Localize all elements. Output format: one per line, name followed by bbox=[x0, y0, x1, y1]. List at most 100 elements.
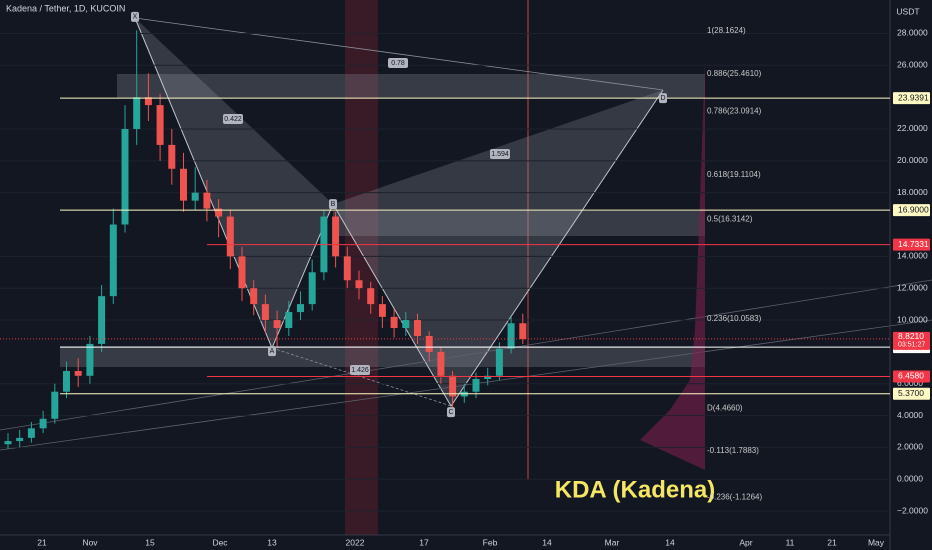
candle-body bbox=[215, 208, 223, 217]
candle-body bbox=[226, 216, 234, 257]
ratio-label: 0.78 bbox=[391, 60, 405, 67]
x-tick-label: Mar bbox=[605, 537, 620, 547]
x-tick-label: 11 bbox=[786, 537, 795, 547]
candle-body bbox=[156, 105, 164, 145]
candle-body bbox=[343, 256, 351, 281]
candle-body bbox=[273, 320, 281, 329]
candle-body bbox=[519, 323, 527, 340]
zone bbox=[333, 211, 705, 236]
volume-profile bbox=[640, 60, 705, 470]
price-tag bbox=[893, 204, 930, 217]
fib-label: -0.236(-1.1264) bbox=[707, 492, 762, 501]
price-tag bbox=[893, 370, 930, 383]
pattern-point-label: X bbox=[133, 14, 138, 21]
ratio-box bbox=[350, 365, 370, 375]
currency-label: USDT bbox=[896, 6, 919, 16]
ratio-box bbox=[490, 149, 510, 159]
candle-body bbox=[27, 428, 35, 438]
fib-label: D(4.4660) bbox=[707, 403, 743, 412]
fib-label: 0.5(16.3142) bbox=[707, 215, 753, 224]
candle-body bbox=[63, 370, 70, 392]
candle-body bbox=[238, 256, 246, 289]
fib-label: 0.236(10.0583) bbox=[707, 314, 762, 323]
ratio-label: 0.422 bbox=[224, 116, 242, 123]
pattern-point-box bbox=[659, 93, 667, 104]
price-tag bbox=[893, 92, 930, 105]
pattern-line bbox=[271, 347, 452, 407]
ratio-label: 1.594 bbox=[491, 151, 509, 158]
price-tag bbox=[893, 387, 930, 400]
candle-body bbox=[472, 378, 480, 392]
zone bbox=[117, 74, 705, 98]
x-tick-label: Nov bbox=[82, 537, 98, 547]
x-tick-label: 2022 bbox=[346, 537, 365, 547]
candle-body bbox=[203, 192, 211, 209]
fib-label: 0.618(19.1104) bbox=[707, 170, 761, 179]
pattern-point-box bbox=[329, 199, 337, 210]
y-tick-label: 4.0000 bbox=[897, 410, 923, 420]
pattern-point-label: C bbox=[448, 409, 453, 416]
x-tick-label: Feb bbox=[483, 537, 498, 547]
price-tag-label: 14.7331 bbox=[898, 239, 929, 249]
candle-body bbox=[332, 216, 340, 257]
x-tick-label: 15 bbox=[145, 537, 155, 547]
candle-body bbox=[191, 192, 199, 201]
x-tick-label: 17 bbox=[419, 537, 429, 547]
countdown: 03:51:27 bbox=[898, 342, 925, 349]
candle-body bbox=[109, 224, 117, 297]
fib-label: -0.113(1.7883) bbox=[707, 446, 759, 455]
pattern-point-label: D bbox=[660, 95, 665, 102]
candle-body bbox=[507, 323, 515, 349]
candle-body bbox=[390, 316, 398, 329]
x-tick-label: 14 bbox=[542, 537, 552, 547]
y-tick-label: 6.0000 bbox=[897, 378, 923, 388]
y-tick-label: 14.0000 bbox=[897, 251, 928, 261]
x-tick-label: 21 bbox=[37, 537, 47, 547]
pattern-triangle bbox=[135, 18, 333, 348]
candle-body bbox=[437, 351, 445, 376]
y-tick-label: 22.0000 bbox=[897, 123, 928, 133]
pattern-point-label: A bbox=[270, 348, 275, 355]
pattern-point-box bbox=[131, 11, 139, 22]
price-tag-label: 16.9000 bbox=[898, 204, 929, 214]
candle-body bbox=[425, 335, 433, 352]
fib-label: 0.786(23.0914) bbox=[707, 107, 762, 116]
candle-body bbox=[261, 304, 269, 321]
candle-body bbox=[180, 168, 187, 201]
y-tick-label: −2.0000 bbox=[897, 505, 928, 515]
fib-label: 0.886(25.4610) bbox=[707, 69, 762, 78]
x-tick-label: 21 bbox=[827, 537, 837, 547]
candle-body bbox=[51, 391, 59, 419]
candle-body bbox=[86, 343, 94, 376]
candle-body bbox=[285, 312, 293, 329]
candle-body bbox=[414, 320, 421, 336]
candle-body bbox=[495, 348, 503, 376]
x-tick-label: 13 bbox=[267, 537, 277, 547]
candle-body bbox=[39, 418, 47, 429]
candle-body bbox=[308, 272, 316, 305]
x-tick-label: May bbox=[868, 537, 885, 547]
fib-label: 1(28.1624) bbox=[707, 26, 746, 35]
candle-body bbox=[367, 288, 375, 305]
x-tick-label: 14 bbox=[665, 537, 675, 547]
x-tick-label: Dec bbox=[212, 537, 228, 547]
candle-body bbox=[484, 375, 492, 379]
candle-body bbox=[297, 304, 304, 313]
y-tick-label: 28.0000 bbox=[897, 28, 928, 38]
price-tag-label: 6.4580 bbox=[898, 371, 924, 381]
candle-body bbox=[133, 97, 141, 129]
candle-body bbox=[144, 97, 152, 106]
y-tick-label: 18.0000 bbox=[897, 187, 928, 197]
price-tag-label: 23.9391 bbox=[898, 92, 929, 102]
candle-body bbox=[168, 144, 176, 169]
price-tag-label: 5.3700 bbox=[898, 388, 924, 398]
y-tick-label: 0.0000 bbox=[897, 474, 923, 484]
pattern-line bbox=[134, 17, 664, 91]
y-tick-label: 26.0000 bbox=[897, 60, 928, 70]
candle-body bbox=[16, 437, 24, 442]
candle-body bbox=[98, 296, 106, 344]
zone bbox=[60, 346, 705, 367]
trend-line bbox=[0, 279, 932, 431]
ratio-box bbox=[388, 58, 408, 68]
